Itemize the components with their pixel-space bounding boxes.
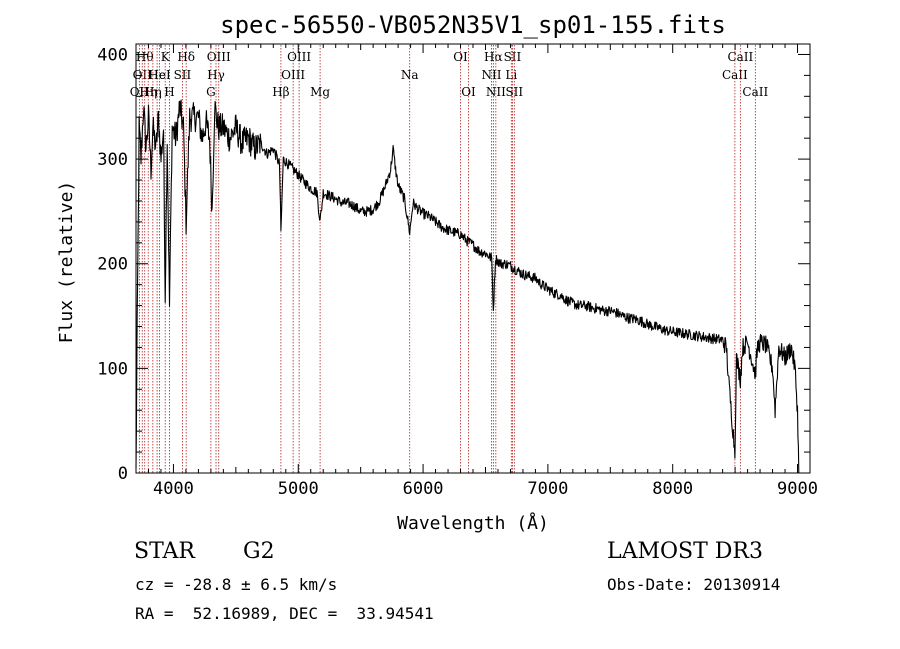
axis-ticks: 4000 5000 6000 7000 8000 9000 0 100 200 300 400	[97, 44, 818, 499]
flux-line	[135, 99, 800, 474]
line-label-2: Hθ	[136, 50, 154, 64]
line-label-1: OII	[133, 68, 153, 82]
x-tick-label-1: 5000	[278, 479, 319, 499]
line-label-13: OIII	[207, 50, 231, 64]
line-label-23: NII	[486, 85, 506, 99]
flux-series	[135, 99, 800, 474]
line-label-20: OI	[461, 85, 476, 99]
y-tick-label-3: 300	[97, 150, 128, 170]
line-label-18: Na	[401, 68, 419, 82]
x-tick-label-0: 4000	[153, 479, 194, 499]
line-label-29: CaII	[742, 85, 768, 99]
y-tick-label-4: 400	[97, 45, 128, 65]
survey-name: LAMOST DR3	[607, 539, 763, 564]
line-label-28: CaII	[727, 50, 753, 64]
line-label-14: Hβ	[272, 85, 289, 99]
line-label-17: Mg	[310, 85, 330, 99]
coordinates: RA = 52.16989, DEC = 33.94541	[135, 604, 434, 623]
line-label-15: OIII	[281, 68, 305, 82]
line-label-26: SII	[505, 85, 523, 99]
line-label-9: SII	[174, 68, 192, 82]
x-tick-label-3: 7000	[527, 479, 568, 499]
line-label-16: OIII	[287, 50, 311, 64]
line-label-12: Hγ	[207, 68, 225, 82]
observation-date: Obs-Date: 20130914	[607, 575, 781, 594]
line-label-24: Li	[505, 68, 517, 82]
line-label-27: CaII	[722, 68, 748, 82]
plot-area: OIIOIIHθHηHηHeHeIKHSIIHδGHγOIIIHβOIIIOII…	[97, 43, 818, 499]
line-label-22: Hα	[484, 50, 503, 64]
line-label-4: Hη	[144, 85, 162, 99]
x-tick-label-5: 9000	[777, 479, 818, 499]
line-label-5: He	[148, 68, 166, 82]
x-tick-label-4: 8000	[652, 479, 693, 499]
y-axis-label: Flux (relative)	[56, 181, 77, 344]
object-subclass: G2	[243, 539, 275, 564]
y-tick-label-2: 200	[97, 255, 128, 275]
line-label-19: OI	[453, 50, 468, 64]
y-tick-label-0: 0	[118, 464, 128, 484]
line-label-11: G	[206, 85, 216, 99]
line-label-10: Hδ	[177, 50, 195, 64]
line-label-25: SII	[504, 50, 522, 64]
y-tick-label-1: 100	[97, 359, 128, 379]
line-label-21: NII	[481, 68, 501, 82]
object-class: STAR	[134, 539, 195, 564]
chart-title: spec-56550-VB052N35V1_sp01-155.fits	[220, 11, 726, 39]
line-label-7: K	[161, 50, 171, 64]
line-label-8: H	[164, 85, 174, 99]
line-label-6: HeI	[148, 68, 171, 82]
emission-line-markers: OIIOIIHθHηHηHeHeIKHSIIHδGHγOIIIHβOIIIOII…	[130, 45, 768, 473]
x-axis-label: Wavelength (Å)	[397, 512, 549, 534]
x-tick-label-2: 6000	[403, 479, 444, 499]
redshift-cz: cz = -28.8 ± 6.5 km/s	[135, 575, 338, 594]
plot-frame	[135, 43, 811, 474]
